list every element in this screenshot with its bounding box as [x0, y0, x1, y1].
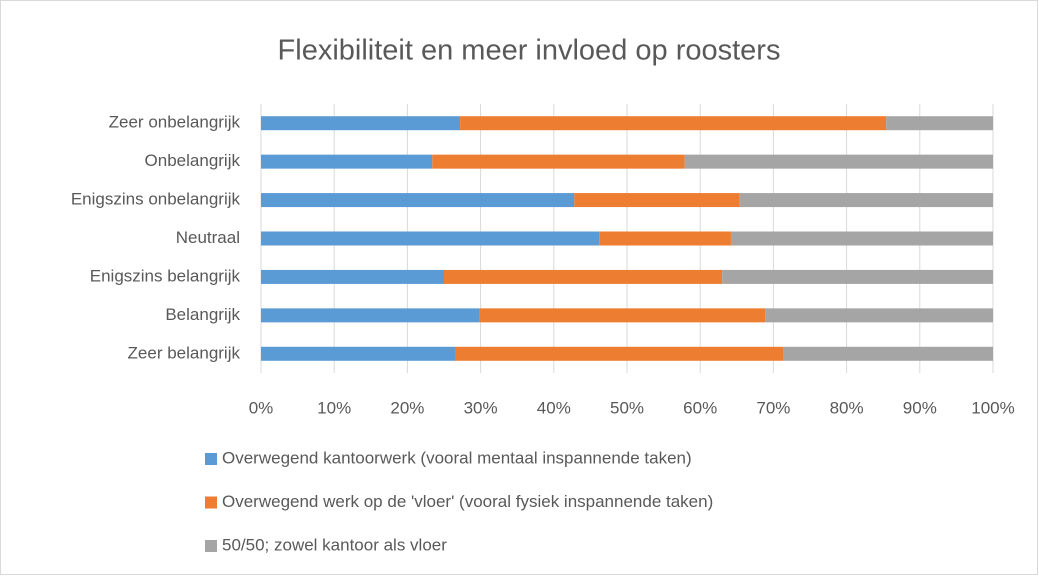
legend-swatch: [205, 540, 217, 552]
bar-segment: [432, 154, 685, 169]
legend-swatch: [205, 453, 217, 465]
bar-segment: [886, 116, 993, 131]
bar-segment: [261, 193, 575, 208]
bar-segment: [261, 269, 444, 284]
bar-segment: [261, 116, 461, 131]
x-tick-label: 100%: [971, 398, 1014, 417]
bar-segment: [454, 346, 784, 361]
bar-segment: [479, 308, 766, 323]
x-tick-label: 0%: [249, 398, 274, 417]
legend-label: Overwegend kantoorwerk (vooral mentaal i…: [222, 448, 692, 467]
bar-segment: [574, 193, 740, 208]
x-tick-label: 90%: [903, 398, 937, 417]
legend-label: 50/50; zowel kantoor als vloer: [222, 535, 447, 554]
bar-segment: [261, 231, 600, 246]
bar-segment: [261, 154, 433, 169]
y-tick-label: Zeer belangrijk: [128, 343, 241, 362]
chart-title: Flexibiliteit en meer invloed op rooster…: [278, 35, 781, 67]
bar-segment: [444, 269, 723, 284]
x-tick-label: 50%: [610, 398, 644, 417]
y-tick-label: Enigszins onbelangrijk: [71, 190, 241, 209]
y-tick-label: Neutraal: [176, 228, 240, 247]
x-tick-label: 70%: [756, 398, 790, 417]
x-tick-label: 20%: [390, 398, 424, 417]
x-tick-label: 10%: [317, 398, 351, 417]
bar-segment: [684, 154, 993, 169]
bar-segment: [730, 231, 993, 246]
legend-label: Overwegend werk op de 'vloer' (vooral fy…: [222, 492, 713, 511]
y-tick-label: Enigszins belangrijk: [90, 266, 241, 285]
x-tick-label: 80%: [830, 398, 864, 417]
legend-swatch: [205, 496, 217, 509]
bar-segment: [599, 231, 731, 246]
bar-segment: [783, 346, 993, 361]
bar-segment: [739, 193, 993, 208]
y-tick-label: Zeer onbelangrijk: [109, 113, 241, 132]
bar-segment: [460, 116, 887, 131]
bar-segment: [765, 308, 993, 323]
y-tick-label: Belangrijk: [165, 305, 240, 324]
bar-segment: [261, 346, 455, 361]
x-tick-label: 60%: [683, 398, 717, 417]
x-tick-label: 30%: [464, 398, 498, 417]
x-tick-label: 40%: [537, 398, 571, 417]
bar-segment: [261, 308, 480, 323]
bar-segment: [722, 269, 993, 284]
y-tick-label: Onbelangrijk: [145, 151, 241, 170]
